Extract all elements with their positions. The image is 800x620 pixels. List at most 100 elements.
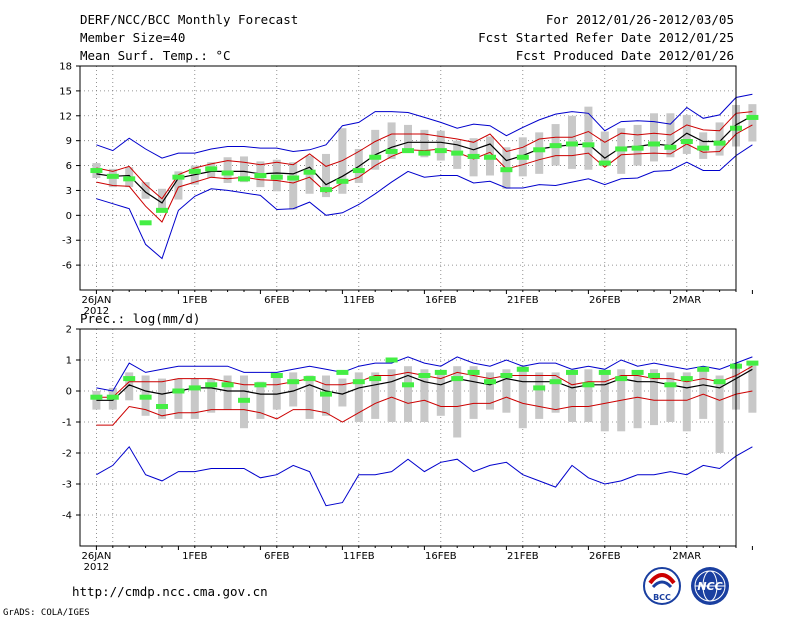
median-marker: [238, 397, 250, 403]
x-tick-label: 16FEB: [425, 551, 457, 562]
x-tick-label: 1FEB: [182, 551, 207, 562]
median-marker: [106, 394, 119, 400]
precipitation-variable-label: Prec.: log(mm/d): [80, 311, 201, 326]
median-marker: [615, 376, 628, 382]
median-marker: [238, 176, 250, 182]
median-marker: [139, 220, 152, 226]
median-marker: [598, 369, 611, 375]
y-tick-label: 9: [66, 136, 72, 147]
ensemble-box: [535, 132, 544, 174]
median-marker: [106, 173, 119, 179]
ensemble-box: [256, 381, 265, 419]
median-marker: [418, 150, 431, 156]
median-marker: [713, 379, 726, 385]
median-marker: [172, 388, 185, 394]
median-marker: [451, 150, 464, 156]
median-marker: [516, 366, 529, 372]
median-marker: [533, 385, 546, 391]
median-marker: [566, 369, 578, 375]
median-marker: [566, 141, 578, 147]
ensemble-box: [600, 131, 609, 167]
median-marker: [336, 178, 349, 184]
median-marker: [369, 154, 382, 160]
forecast-period-label: For 2012/01/26-2012/03/05: [545, 12, 734, 27]
median-marker: [484, 379, 496, 385]
median-marker: [320, 187, 332, 193]
median-marker: [500, 373, 513, 378]
median-marker: [123, 176, 136, 182]
median-marker: [484, 154, 496, 160]
ensemble-box: [502, 369, 511, 413]
ensemble-box: [600, 372, 609, 432]
median-marker: [549, 379, 562, 385]
ensemble-box: [174, 171, 183, 200]
median-marker: [434, 369, 447, 375]
y-tick-label: 18: [59, 62, 72, 73]
median-marker: [746, 114, 759, 120]
x-tick-label: 11FEB: [343, 295, 375, 306]
median-marker: [385, 148, 398, 154]
source-url[interactable]: http://cmdp.ncc.cma.gov.cn: [72, 584, 268, 599]
median-marker: [598, 160, 611, 166]
x-tick-label: 1FEB: [182, 295, 207, 306]
ensemble-box: [715, 375, 724, 453]
series-line-mean: [96, 368, 753, 401]
ensemble-box: [436, 130, 445, 161]
median-marker: [254, 382, 267, 388]
median-marker: [680, 138, 693, 144]
series-line-upper: [96, 111, 753, 200]
y-tick-label: -3: [62, 236, 72, 247]
ensemble-box: [682, 372, 691, 432]
x-tick-label: 26JAN: [81, 551, 111, 562]
median-marker: [549, 143, 562, 149]
median-marker: [90, 394, 103, 400]
ensemble-box: [371, 372, 380, 419]
y-tick-label: 3: [66, 186, 72, 197]
median-marker: [172, 174, 185, 180]
median-marker: [648, 141, 660, 147]
median-marker: [369, 376, 382, 382]
ensemble-box: [469, 366, 478, 419]
ensemble-box: [633, 372, 642, 429]
series-line-lower: [96, 390, 753, 426]
median-marker: [582, 382, 595, 388]
ensemble-box: [190, 378, 199, 419]
ensemble-box: [174, 378, 183, 419]
ensemble-box: [289, 162, 298, 210]
ensemble-box: [223, 375, 232, 410]
median-marker: [221, 170, 234, 176]
median-marker: [188, 168, 201, 174]
median-marker: [188, 385, 201, 391]
median-marker: [385, 357, 398, 363]
ensemble-box: [289, 372, 298, 407]
median-marker: [631, 145, 644, 151]
y-tick-label: 1: [66, 356, 72, 367]
median-marker: [582, 142, 595, 148]
y-tick-label: -1: [62, 418, 72, 429]
median-marker: [533, 147, 546, 153]
ensemble-box: [207, 378, 216, 413]
ensemble-box: [158, 378, 166, 419]
x-tick-label: 21FEB: [507, 551, 539, 562]
ensemble-box: [715, 122, 724, 156]
x-tick-label: 26FEB: [589, 295, 621, 306]
median-marker: [139, 394, 152, 400]
y-tick-label: 2: [66, 325, 72, 336]
ncc-logo-icon: NCC: [691, 567, 729, 605]
ensemble-box: [453, 366, 462, 438]
median-marker: [205, 382, 218, 388]
precipitation-panel: -4 -3 -2 -1 0 1 2 26JAN 1FEB 6FEB 11FEB 16FEB 21FEB 2…: [62, 325, 759, 573]
median-marker: [270, 373, 283, 378]
ensemble-box: [240, 156, 248, 183]
y-tick-label: -6: [62, 261, 72, 272]
ensemble-box: [387, 369, 396, 422]
ensemble-box: [223, 157, 232, 183]
y-tick-label: -3: [62, 480, 72, 491]
median-marker: [648, 373, 660, 378]
produced-date-label: Fcst Produced Date 2012/01/26: [515, 48, 734, 63]
series-line-min: [96, 445, 753, 507]
ensemble-box: [584, 369, 593, 422]
ensemble-box: [748, 363, 757, 413]
ensemble-box: [125, 372, 134, 401]
y-tick-label: 0: [66, 211, 72, 222]
